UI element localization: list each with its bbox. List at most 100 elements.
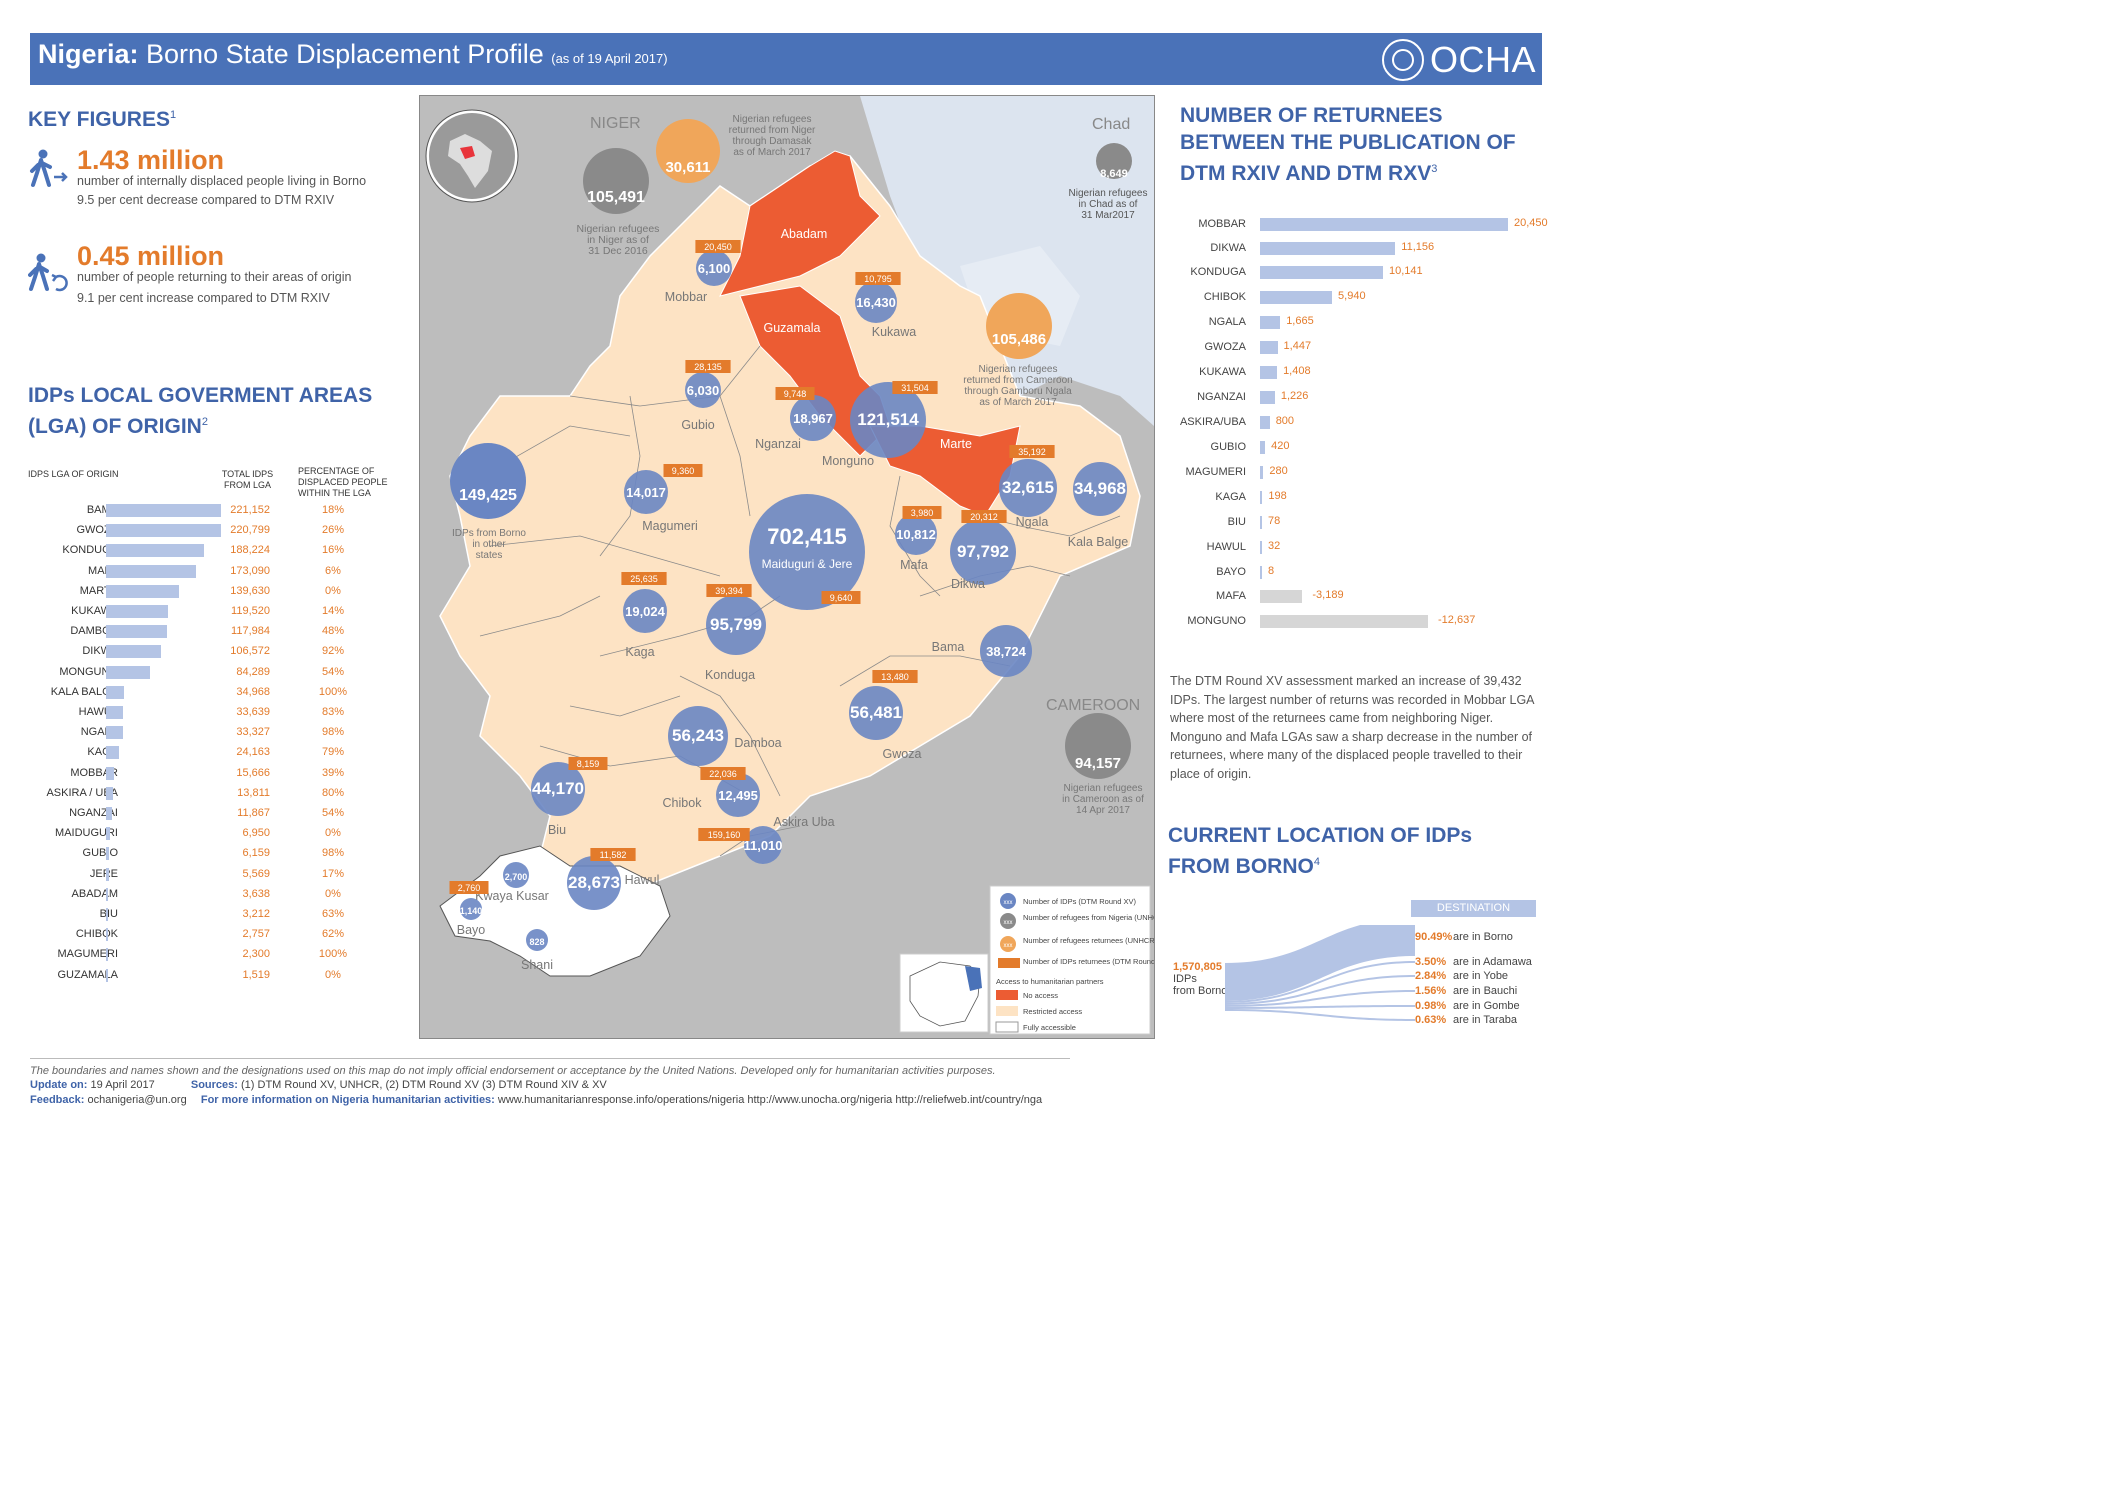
map-svg: NIGER Chad CAMEROON 105,491 Nigerian ref…: [425, 96, 1154, 1035]
page-title: Nigeria: Borno State Displacement Profil…: [38, 39, 668, 69]
lga-row: ASKIRA / UBA 13,811 80%: [20, 784, 390, 804]
returnee-lga-name: NGANZAI: [1197, 391, 1246, 403]
destination-row: 0.98% are in Gombe: [1415, 1000, 1520, 1012]
lga-bar: [106, 605, 169, 618]
lga-percent: 62%: [321, 928, 345, 941]
lga-total: 84,289: [236, 665, 270, 678]
sankey-flow: [1225, 961, 1415, 1004]
svg-text:Number of IDPs (DTM Round XV): Number of IDPs (DTM Round XV): [1023, 897, 1136, 906]
returnee-tag: [902, 506, 942, 519]
lga-row: DIKWA 106,572 92%: [20, 642, 390, 662]
lga-total: 33,327: [236, 726, 270, 739]
idp-bubble: [749, 494, 865, 610]
info-links[interactable]: www.humanitarianresponse.info/operations…: [494, 1094, 1043, 1106]
returnee-tag-value: 9,360: [672, 466, 695, 476]
lga-name: NGANZAI: [69, 807, 118, 819]
svg-text:Restricted access: Restricted access: [1023, 1007, 1082, 1016]
returnee-bar: [1260, 541, 1262, 554]
chad-refugees-callout: 8,649 Nigerian refugees in Chad as of 31 M…: [1069, 143, 1148, 221]
lga-percent: 48%: [321, 625, 345, 638]
returnee-bar: [1260, 218, 1508, 231]
lga-total: 1,519: [242, 968, 270, 981]
borno-map[interactable]: NIGER Chad CAMEROON 105,491 Nigerian ref…: [419, 95, 1155, 1039]
lga-label: Bayo: [457, 923, 486, 937]
idp-bubble: [716, 773, 760, 817]
idp-value: 95,799: [710, 615, 762, 634]
returnee-bar: [1260, 566, 1262, 579]
returnee-bar: [1260, 316, 1281, 329]
lga-bar: [106, 625, 168, 639]
source-value: 1,570,805: [1173, 961, 1222, 973]
idp-value: 14,017: [626, 485, 666, 500]
idp-bubble: [706, 595, 766, 655]
returnee-row: ASKIRA/UBA 800: [1170, 412, 1550, 434]
returnee-row: BIU 78: [1170, 512, 1550, 534]
lga-percent: 17%: [321, 867, 345, 880]
svg-text:30,611: 30,611: [665, 159, 710, 176]
lga-bar: [106, 504, 221, 517]
lga-bar: [106, 786, 114, 800]
returnee-row: GUBIO 420: [1170, 437, 1550, 459]
lga-bar: [106, 645, 162, 659]
lga-label: Damboa: [734, 736, 781, 750]
returnee-tag-value: 20,312: [970, 512, 998, 522]
returnee-bar: [1260, 266, 1383, 279]
returnee-value: -3,189: [1312, 589, 1344, 601]
returnee-bar: [1260, 291, 1333, 304]
returnee-tag: [1009, 445, 1055, 458]
sankey-flow: [1225, 990, 1415, 1008]
destination-row: 3.50% are in Adamawa: [1415, 956, 1532, 968]
returnee-value: 280: [1269, 465, 1288, 477]
destination-label: are in Yobe: [1453, 970, 1509, 982]
destination-label: are in Adamawa: [1453, 956, 1532, 968]
idp-bubble: [1073, 462, 1127, 516]
lga-label: Shani: [521, 958, 553, 972]
returnee-row: NGALA 1,665: [1170, 312, 1550, 334]
destination-row: 2.84% are in Yobe: [1415, 970, 1508, 982]
returnees-title: NUMBER OF RETURNEES BETWEEN THE PUBLICATI…: [1180, 104, 1516, 185]
returnee-tag-value: 2,760: [458, 883, 481, 893]
lga-percent: 0%: [325, 887, 341, 900]
feedback-email[interactable]: ochanigeria@un.org: [84, 1094, 187, 1106]
footer-rule: [30, 1058, 1070, 1059]
lga-total: 117,984: [231, 625, 270, 638]
lga-label: Magumeri: [642, 519, 698, 533]
lga-name: MAIDUGURI: [55, 827, 118, 840]
returnee-tag-value: 28,135: [694, 362, 722, 372]
lga-label: Ngala: [1016, 515, 1049, 529]
returnee-tag: [821, 591, 861, 604]
returnee-row: KUKAWA 1,408: [1170, 362, 1550, 384]
lga-total: 220,799: [230, 524, 270, 537]
idp-bubble: [567, 856, 621, 910]
idp-value: 28,673: [568, 873, 620, 892]
source-label-1: IDPs: [1173, 973, 1197, 985]
lga-row: MAIDUGURI 6,950 0%: [20, 824, 390, 844]
lga-percent: 98%: [321, 726, 345, 739]
lga-total: 2,300: [242, 948, 270, 961]
source-label-2: from Borno: [1173, 985, 1228, 997]
returnee-value: 32: [1268, 540, 1281, 552]
sankey-source: 1,570,805 IDPs from Borno: [1173, 961, 1227, 997]
lga-label: Maiduguri & Jere: [762, 557, 853, 571]
returnee-value: 11,156: [1401, 241, 1435, 253]
cameroon-label: CAMEROON: [1046, 697, 1140, 714]
returnee-row: KAGA 198: [1170, 487, 1550, 509]
ocha-logo[interactable]: OCHA: [1381, 39, 1536, 81]
lga-total: 3,212: [242, 908, 270, 920]
idp-change: 9.5 per cent decrease compared to DTM RX…: [77, 193, 335, 207]
returnee-value: 198: [1268, 490, 1287, 502]
returnee-bar: [1260, 615, 1428, 628]
idp-value: 10,812: [896, 527, 936, 542]
returnee-value: 800: [1275, 415, 1295, 427]
lga-percent: 98%: [321, 847, 345, 860]
lga-row: KUKAWA 119,520 14%: [20, 602, 390, 622]
returnee-lga-name: BIU: [1227, 516, 1246, 528]
lga-bar: [106, 766, 115, 780]
returnee-row: DIKWA 11,156: [1170, 238, 1550, 260]
idp-value: 2,700: [505, 872, 528, 882]
svg-text:xxx: xxx: [1004, 920, 1013, 926]
idp-value: 56,481: [850, 703, 902, 722]
lga-label: Kukawa: [872, 325, 917, 339]
